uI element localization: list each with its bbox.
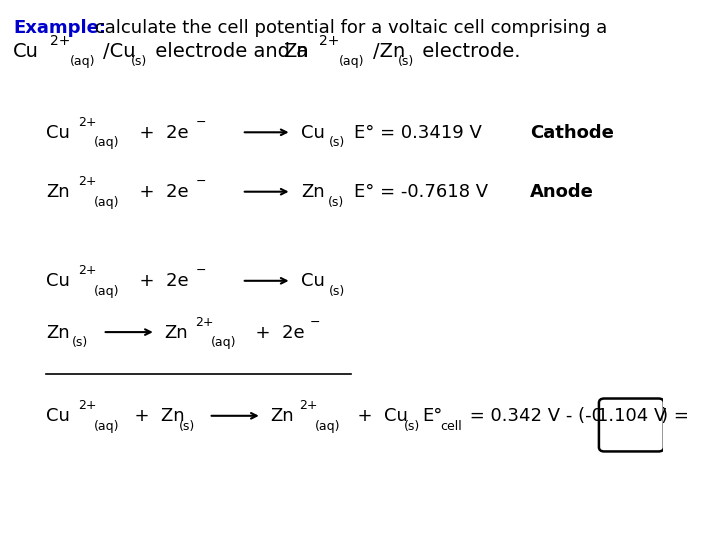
Text: +  Cu: + Cu	[346, 407, 408, 425]
Text: −: −	[195, 116, 206, 129]
Text: = 0.342 V - (-0.762 V) =: = 0.342 V - (-0.762 V) =	[464, 407, 688, 425]
Text: Cu: Cu	[46, 272, 71, 290]
Text: 2+: 2+	[78, 264, 96, 278]
Text: (aq): (aq)	[211, 336, 236, 349]
Text: Cu: Cu	[302, 124, 325, 141]
Text: Anode: Anode	[530, 183, 594, 201]
Text: Cu: Cu	[46, 124, 71, 141]
Text: Zn: Zn	[46, 323, 70, 341]
Text: −: −	[195, 264, 206, 278]
Text: (aq): (aq)	[94, 420, 120, 433]
Text: Cathode: Cathode	[530, 124, 614, 141]
Text: (s): (s)	[71, 336, 88, 349]
Text: /Zn: /Zn	[373, 42, 405, 60]
Text: −: −	[195, 175, 206, 188]
Text: (s): (s)	[179, 420, 195, 433]
Text: Zn: Zn	[46, 183, 70, 201]
Text: Cu: Cu	[302, 272, 325, 290]
Text: (s): (s)	[131, 55, 148, 69]
Text: Zn: Zn	[302, 183, 325, 201]
Text: +  2e: + 2e	[128, 183, 189, 201]
Text: cell: cell	[440, 420, 462, 433]
Text: Example:: Example:	[13, 19, 107, 37]
Text: E°: E°	[423, 407, 443, 425]
Text: electrode.: electrode.	[416, 42, 521, 60]
Text: E° = 0.3419 V: E° = 0.3419 V	[354, 124, 482, 141]
Text: 2+: 2+	[50, 34, 70, 48]
Text: Zn: Zn	[270, 407, 294, 425]
Text: 2+: 2+	[195, 315, 213, 329]
Text: Cu: Cu	[46, 407, 71, 425]
Text: (aq): (aq)	[315, 420, 341, 433]
Text: 2+: 2+	[78, 175, 96, 188]
Text: calculate the cell potential for a voltaic cell comprising a: calculate the cell potential for a volta…	[89, 19, 608, 37]
Text: 2+: 2+	[300, 399, 318, 413]
Text: (s): (s)	[404, 420, 420, 433]
Text: (s): (s)	[397, 55, 414, 69]
Text: (s): (s)	[328, 195, 344, 209]
Text: Zn: Zn	[284, 42, 309, 60]
Text: /Cu: /Cu	[103, 42, 135, 60]
Text: electrode and a: electrode and a	[149, 42, 315, 60]
Text: 1.104 V: 1.104 V	[597, 407, 666, 425]
Text: +  Zn: + Zn	[122, 407, 184, 425]
Text: (aq): (aq)	[94, 136, 120, 150]
Text: (aq): (aq)	[94, 285, 120, 298]
Text: +  2e: + 2e	[128, 272, 189, 290]
Text: (aq): (aq)	[339, 55, 365, 69]
Text: (aq): (aq)	[94, 195, 120, 209]
Text: +  2e: + 2e	[244, 323, 305, 341]
Text: 2+: 2+	[78, 399, 96, 413]
Text: −: −	[310, 315, 320, 329]
Text: E° = -0.7618 V: E° = -0.7618 V	[354, 183, 489, 201]
Text: 2+: 2+	[78, 116, 96, 129]
Text: Cu: Cu	[13, 42, 39, 60]
Text: 2+: 2+	[320, 34, 340, 48]
Text: (s): (s)	[329, 285, 346, 298]
Text: (s): (s)	[329, 136, 346, 150]
Text: (aq): (aq)	[70, 55, 95, 69]
FancyBboxPatch shape	[599, 399, 664, 451]
Text: Zn: Zn	[164, 323, 188, 341]
Text: +  2e: + 2e	[128, 124, 189, 141]
